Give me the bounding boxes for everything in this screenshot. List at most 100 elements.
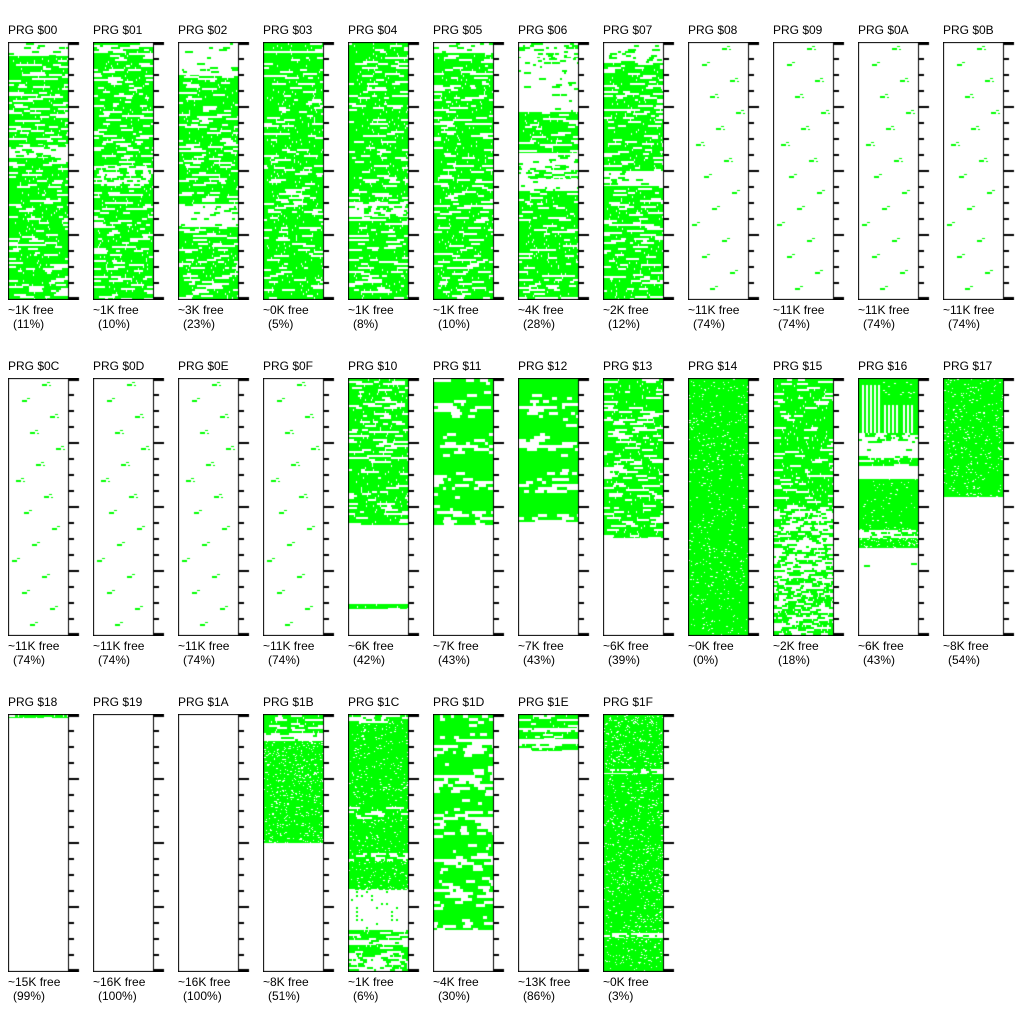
panel-title: PRG $06 bbox=[518, 23, 568, 37]
free-label: ~6K free (42%) bbox=[348, 639, 433, 667]
free-label: ~11K free (74%) bbox=[178, 639, 263, 667]
free-kb: ~11K free bbox=[688, 303, 740, 317]
prg-bank-panel: PRG $0D ~11K free (74%) bbox=[93, 358, 178, 667]
free-percent: (74%) bbox=[183, 653, 216, 667]
panel-title: PRG $08 bbox=[688, 23, 738, 37]
usage-bitmap bbox=[178, 42, 250, 300]
prg-bank-panel: PRG $03 ~0K free (5%) bbox=[263, 22, 348, 331]
free-label: ~3K free (23%) bbox=[178, 303, 263, 331]
panel-title: PRG $03 bbox=[263, 23, 313, 37]
usage-bitmap bbox=[858, 378, 930, 636]
prg-bank-panel: PRG $1E ~13K free (86%) bbox=[518, 694, 603, 1003]
panel-title: PRG $14 bbox=[688, 359, 738, 373]
usage-bitmap bbox=[93, 42, 165, 300]
free-percent: (10%) bbox=[438, 317, 471, 331]
free-label: ~8K free (51%) bbox=[263, 975, 348, 1003]
panel-title: PRG $00 bbox=[8, 23, 58, 37]
panel-title: PRG $12 bbox=[518, 359, 568, 373]
free-percent: (43%) bbox=[438, 653, 471, 667]
panel-title: PRG $1A bbox=[178, 695, 229, 709]
usage-bitmap bbox=[178, 378, 250, 636]
free-label: ~6K free (43%) bbox=[858, 639, 943, 667]
free-label: ~11K free (74%) bbox=[8, 639, 93, 667]
usage-bitmap bbox=[263, 378, 335, 636]
free-label: ~11K free (74%) bbox=[943, 303, 1019, 331]
free-kb: ~11K free bbox=[93, 639, 145, 653]
free-label: ~1K free (10%) bbox=[433, 303, 518, 331]
free-kb: ~1K free bbox=[433, 303, 479, 317]
free-label: ~11K free (74%) bbox=[263, 639, 348, 667]
prg-bank-panel: PRG $16 ~6K free (43%) bbox=[858, 358, 943, 667]
free-kb: ~11K free bbox=[263, 639, 315, 653]
free-kb: ~11K free bbox=[858, 303, 910, 317]
free-label: ~1K free (6%) bbox=[348, 975, 433, 1003]
panel-title: PRG $07 bbox=[603, 23, 653, 37]
panel-title: PRG $18 bbox=[8, 695, 58, 709]
free-percent: (10%) bbox=[98, 317, 131, 331]
free-percent: (100%) bbox=[98, 989, 137, 1003]
prg-bank-panel: PRG $15 ~2K free (18%) bbox=[773, 358, 858, 667]
free-label: ~13K free (86%) bbox=[518, 975, 603, 1003]
usage-bitmap bbox=[603, 378, 675, 636]
free-percent: (0%) bbox=[693, 653, 719, 667]
free-label: ~6K free (39%) bbox=[603, 639, 688, 667]
prg-bank-panel: PRG $05 ~1K free (10%) bbox=[433, 22, 518, 331]
free-kb: ~16K free bbox=[178, 975, 231, 989]
usage-bitmap bbox=[348, 378, 420, 636]
free-kb: ~11K free bbox=[178, 639, 230, 653]
free-kb: ~3K free bbox=[178, 303, 224, 317]
free-kb: ~2K free bbox=[773, 639, 819, 653]
free-kb: ~6K free bbox=[858, 639, 904, 653]
prg-bank-panel: PRG $11 ~7K free (43%) bbox=[433, 358, 518, 667]
free-label: ~2K free (12%) bbox=[603, 303, 688, 331]
free-label: ~0K free (5%) bbox=[263, 303, 348, 331]
free-label: ~4K free (28%) bbox=[518, 303, 603, 331]
prg-bank-panel: PRG $19 ~16K free (100%) bbox=[93, 694, 178, 1003]
free-percent: (74%) bbox=[863, 317, 896, 331]
usage-bitmap bbox=[93, 714, 165, 972]
panel-title: PRG $15 bbox=[773, 359, 823, 373]
free-percent: (54%) bbox=[948, 653, 981, 667]
free-label: ~1K free (10%) bbox=[93, 303, 178, 331]
prg-bank-panel: PRG $06 ~4K free (28%) bbox=[518, 22, 603, 331]
free-percent: (5%) bbox=[268, 317, 294, 331]
free-kb: ~13K free bbox=[518, 975, 571, 989]
panel-title: PRG $0C bbox=[8, 359, 60, 373]
free-kb: ~11K free bbox=[8, 639, 60, 653]
free-percent: (74%) bbox=[693, 317, 726, 331]
prg-bank-panel: PRG $18 ~15K free (99%) bbox=[8, 694, 93, 1003]
free-percent: (51%) bbox=[268, 989, 301, 1003]
free-kb: ~6K free bbox=[348, 639, 394, 653]
free-kb: ~0K free bbox=[603, 975, 649, 989]
usage-bitmap bbox=[943, 42, 1015, 300]
prg-bank-panel: PRG $1B ~8K free (51%) bbox=[263, 694, 348, 1003]
free-kb: ~15K free bbox=[8, 975, 61, 989]
panel-title: PRG $0A bbox=[858, 23, 909, 37]
usage-bitmap bbox=[348, 714, 420, 972]
usage-bitmap bbox=[518, 378, 590, 636]
free-percent: (99%) bbox=[13, 989, 46, 1003]
free-percent: (43%) bbox=[523, 653, 556, 667]
free-percent: (39%) bbox=[608, 653, 641, 667]
prg-bank-panel: PRG $1F ~0K free (3%) bbox=[603, 694, 688, 1003]
panel-title: PRG $16 bbox=[858, 359, 908, 373]
free-percent: (86%) bbox=[523, 989, 556, 1003]
free-label: ~7K free (43%) bbox=[518, 639, 603, 667]
free-percent: (43%) bbox=[863, 653, 896, 667]
panel-title: PRG $0D bbox=[93, 359, 145, 373]
panel-title: PRG $0F bbox=[263, 359, 314, 373]
free-percent: (74%) bbox=[13, 653, 46, 667]
usage-bitmap bbox=[433, 714, 505, 972]
panel-title: PRG $0E bbox=[178, 359, 229, 373]
free-label: ~2K free (18%) bbox=[773, 639, 858, 667]
free-label: ~7K free (43%) bbox=[433, 639, 518, 667]
free-label: ~0K free (0%) bbox=[688, 639, 773, 667]
usage-bitmap bbox=[263, 714, 335, 972]
free-kb: ~8K free bbox=[263, 975, 309, 989]
free-percent: (100%) bbox=[183, 989, 222, 1003]
usage-bitmap bbox=[858, 42, 930, 300]
free-percent: (12%) bbox=[608, 317, 641, 331]
free-percent: (23%) bbox=[183, 317, 216, 331]
panel-title: PRG $1C bbox=[348, 695, 400, 709]
